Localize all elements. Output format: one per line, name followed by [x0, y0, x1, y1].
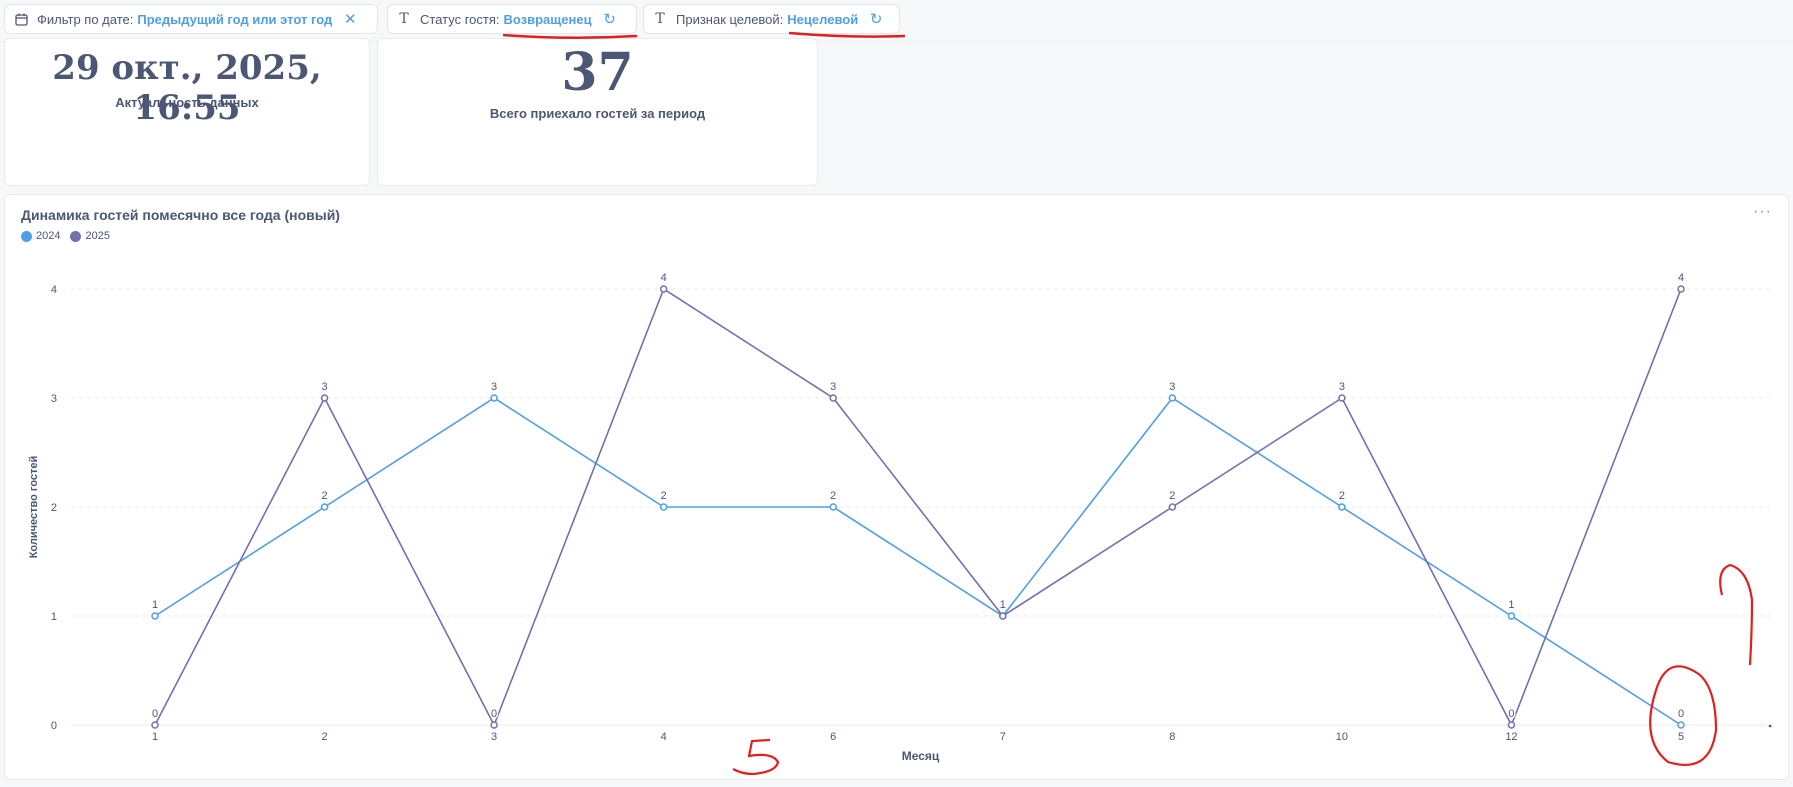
- close-icon[interactable]: ✕: [343, 11, 357, 28]
- filter-target-flag-value[interactable]: Нецелевой: [787, 11, 859, 27]
- x-tick-label: 4: [661, 731, 667, 743]
- filter-guest-status-value[interactable]: Возвращенец: [503, 11, 592, 27]
- total-guests-card: 37 Всего приехало гостей за период: [377, 38, 818, 186]
- data-label-2024: 3: [1169, 381, 1175, 393]
- x-tick-label: 10: [1336, 731, 1348, 743]
- data-label-2024: 1: [1508, 599, 1514, 611]
- filter-bar: Фильтр по дате: Предыдущий год или этот …: [0, 0, 1793, 42]
- total-guests-label: Всего приехало гостей за период: [489, 106, 706, 121]
- chart-points: [151, 285, 1685, 729]
- data-label-2024: 1: [1000, 599, 1006, 611]
- legend-dot-2025: [70, 230, 82, 242]
- total-guests-value: 37: [561, 42, 634, 103]
- data-label-2025: 0: [1508, 708, 1514, 720]
- reset-icon[interactable]: ↻: [603, 11, 616, 28]
- y-tick-label: 1: [51, 611, 57, 623]
- x-axis-title: Месяц: [902, 749, 940, 763]
- data-label-2025: 0: [152, 708, 158, 720]
- freshness-card: 29 окт., 2025, 16:55 Актуальность данных: [4, 38, 370, 186]
- data-label-2025: 4: [661, 272, 667, 284]
- filter-target-flag[interactable]: T Признак целевой: Нецелевой ↻: [643, 4, 900, 34]
- data-label-2025: 2: [1169, 490, 1175, 502]
- data-point-2024: [829, 503, 837, 511]
- data-point-2024: [320, 503, 329, 511]
- legend-label-2024: 2024: [36, 230, 61, 242]
- ellipsis-icon[interactable]: ···: [1753, 203, 1772, 220]
- x-tick-label: 8: [1169, 731, 1175, 743]
- data-point-2025: [320, 394, 329, 402]
- filter-date-label: Фильтр по дате:: [37, 11, 134, 27]
- y-tick-label: 3: [51, 393, 57, 405]
- x-tick-label: 12: [1505, 731, 1517, 743]
- chart-lines: [154, 287, 1682, 727]
- data-label-2025: 3: [1339, 381, 1345, 393]
- data-point-2024: [1338, 503, 1346, 511]
- filter-target-flag-label: Признак целевой:: [676, 11, 784, 27]
- data-point-2024: [659, 503, 668, 511]
- data-label-2025: 1: [1000, 599, 1006, 611]
- data-point-2024: [151, 612, 159, 620]
- legend-item-2024[interactable]: 2024: [21, 230, 60, 242]
- data-point-2025: [999, 612, 1007, 620]
- data-label-2024: 2: [830, 490, 836, 502]
- x-tick-label: 2: [321, 731, 327, 743]
- data-point-2025: [490, 721, 498, 729]
- filter-guest-status-label: Статус гостя:: [420, 11, 500, 27]
- data-label-2025: 4: [1678, 272, 1684, 284]
- data-point-2025: [1338, 394, 1346, 402]
- chart-legend: 2024 2025: [21, 230, 120, 242]
- x-tick-label: 3: [491, 731, 497, 743]
- data-label-2025: 0: [491, 708, 497, 720]
- legend-item-2025[interactable]: 2025: [70, 230, 110, 242]
- data-point-2024: [1677, 721, 1685, 729]
- x-tick-label: 7: [1000, 731, 1006, 743]
- reset-icon[interactable]: ↻: [869, 11, 883, 28]
- data-point-2025: [659, 285, 668, 293]
- legend-label-2025: 2025: [85, 230, 110, 242]
- data-label-2024: 2: [1339, 490, 1345, 502]
- data-point-2024: [490, 394, 498, 402]
- legend-dot-2024: [21, 230, 32, 242]
- text-type-icon: T: [655, 11, 665, 27]
- y-axis-title: Количество гостей: [28, 456, 40, 559]
- data-point-2025: [1507, 721, 1516, 729]
- data-label-2024: 1: [152, 599, 158, 611]
- calendar-icon: [13, 11, 29, 27]
- y-tick-label: 2: [51, 502, 57, 514]
- data-label-2025: 3: [321, 381, 327, 393]
- data-point-2025: [151, 721, 159, 729]
- freshness-value: 29 окт., 2025, 16:55: [52, 48, 322, 128]
- series-line-2024: [154, 396, 1682, 726]
- filter-date[interactable]: Фильтр по дате: Предыдущий год или этот …: [4, 4, 378, 34]
- y-tick-label: 4: [51, 284, 57, 296]
- x-tick-label: 6: [830, 731, 836, 743]
- x-tick-label: 5: [1678, 731, 1684, 743]
- data-label-2025: 3: [830, 381, 836, 393]
- data-label-2024: 2: [661, 490, 667, 502]
- x-tick-label: 1: [152, 731, 158, 743]
- data-point-2025: [829, 394, 837, 402]
- data-point-2024: [1507, 612, 1516, 620]
- data-label-2024: 3: [491, 381, 497, 393]
- filter-date-value[interactable]: Предыдущий год или этот год: [137, 11, 333, 27]
- data-point-2024: [1168, 394, 1177, 402]
- chart-grid: [71, 288, 1770, 617]
- series-line-2025: [154, 287, 1682, 727]
- data-label-2024: 2: [321, 490, 327, 502]
- data-point-2025: [1677, 285, 1685, 293]
- filter-guest-status[interactable]: T Статус гостя: Возвращенец ↻: [387, 4, 637, 34]
- y-tick-label: 0: [51, 720, 57, 732]
- data-label-2024: 0: [1678, 708, 1684, 720]
- chart-card: Динамика гостей помесячно все года (новы…: [4, 194, 1789, 780]
- data-point-2025: [1168, 503, 1177, 511]
- chart-title: Динамика гостей помесячно все года (новы…: [21, 207, 340, 223]
- freshness-label: Актуальность данных: [115, 95, 259, 110]
- text-type-icon: T: [399, 11, 409, 27]
